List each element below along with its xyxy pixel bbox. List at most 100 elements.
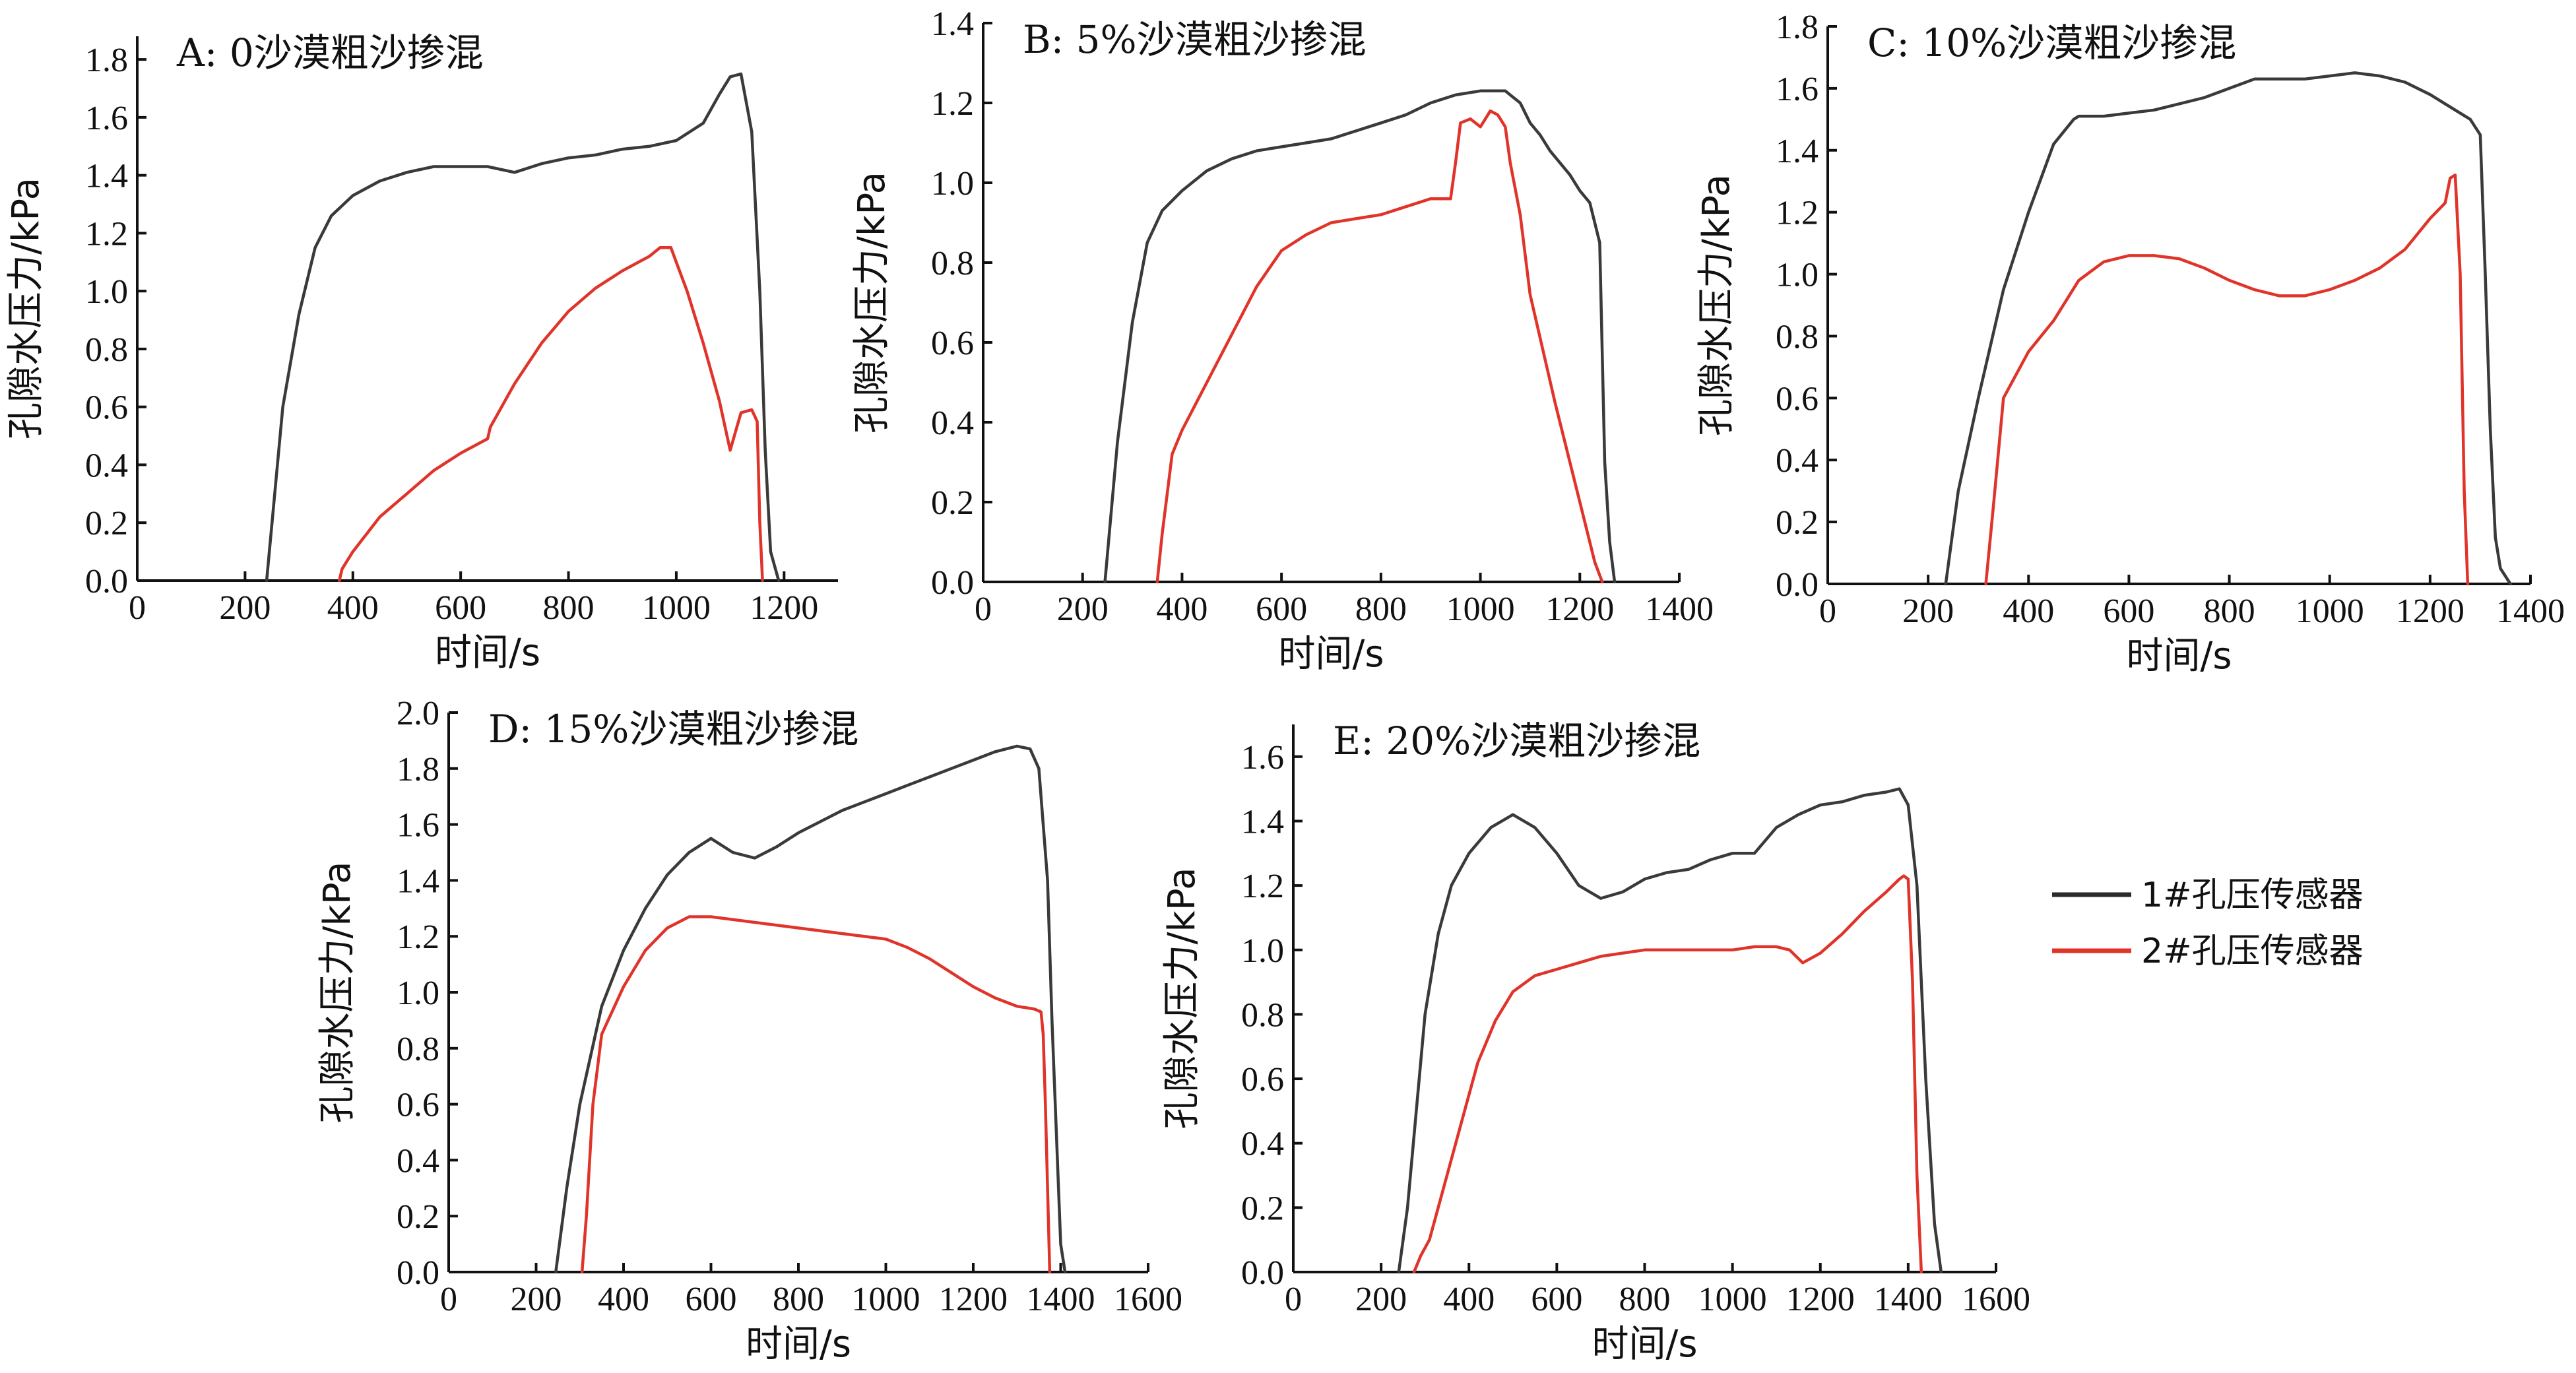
x-tick-label: 200 [511, 1281, 562, 1318]
y-tick-label: 0.0 [85, 563, 128, 600]
y-tick-label: 1.4 [85, 158, 128, 195]
x-tick-label: 1200 [750, 589, 818, 627]
panel-title: C: 10%沙漠粗沙掺混 [1867, 20, 2236, 65]
legend: 1#孔压传感器 2#孔压传感器 [2052, 876, 2364, 971]
chart-panel-4: 0.0 0.2 0.4 0.6 0.8 1.0 1.2 1.4 1.6 0 200 400 600 800… [1161, 718, 2030, 1366]
panels-layer: 0.0 0.2 0.4 0.6 0.8 1.0 1.2 1.4 1.6 1.8 0 200 400 600… [5, 5, 2565, 1366]
x-axis-title: 时间/s [2126, 635, 2232, 678]
x-tick-label: 0 [1285, 1281, 1302, 1318]
y-tick-label: 1.2 [1776, 195, 1819, 232]
x-tick-label: 0 [129, 589, 146, 627]
y-axis-title: 孔隙水压力/kPa [1161, 868, 1204, 1130]
y-tick-label: 1.2 [85, 215, 128, 253]
series-line-sensor-1 [1397, 787, 1943, 1274]
y-tick-label: 1.8 [397, 751, 439, 788]
y-tick-label: 0.8 [1776, 318, 1819, 356]
x-tick-label: 1000 [1698, 1281, 1767, 1318]
y-tick-label: 0.4 [1241, 1126, 1284, 1163]
y-tick-label: 1.6 [1776, 71, 1819, 108]
x-tick-label: 1200 [1786, 1281, 1855, 1318]
series-line-sensor-1 [1944, 71, 2512, 586]
y-tick-label: 0.6 [1776, 380, 1819, 418]
x-tick-label: 1600 [1114, 1281, 1182, 1318]
y-tick-label: 0.8 [931, 245, 974, 282]
series-line-sensor-2 [1412, 874, 1923, 1274]
y-axis-title: 孔隙水压力/kPa [5, 177, 48, 439]
y-tick-label: 0.4 [931, 404, 974, 442]
y-tick-label: 0.0 [1241, 1254, 1284, 1292]
x-tick-label: 200 [1902, 592, 1954, 630]
chart-panel-1: 0.0 0.2 0.4 0.6 0.8 1.0 1.2 1.4 0 200 400 600 800 100… [851, 5, 1714, 676]
legend-label-sensor-1: 1#孔压传感器 [2141, 876, 2364, 915]
y-tick-label: 0.2 [397, 1198, 439, 1236]
x-tick-label: 1600 [1962, 1281, 2030, 1318]
x-tick-label: 1000 [2296, 592, 2364, 630]
chart-panel-3: 0.0 0.2 0.4 0.6 0.8 1.0 1.2 1.4 1.6 1.8 2.0 0 200 400… [316, 695, 1182, 1366]
x-tick-label: 1200 [1545, 591, 1614, 628]
y-tick-label: 1.6 [397, 807, 439, 845]
y-tick-label: 1.0 [1241, 932, 1284, 970]
y-tick-label: 0.8 [85, 331, 128, 369]
x-axis-title: 时间/s [435, 631, 540, 674]
y-tick-label: 0.8 [397, 1031, 439, 1068]
y-tick-label: 0.4 [85, 447, 128, 484]
x-tick-label: 0 [1819, 592, 1836, 630]
y-tick-label: 0.8 [1241, 996, 1284, 1034]
y-tick-label: 0.2 [85, 505, 128, 542]
x-tick-label: 200 [1355, 1281, 1407, 1318]
x-tick-label: 600 [1256, 591, 1307, 628]
y-tick-label: 1.0 [1776, 257, 1819, 294]
y-tick-label: 0.6 [931, 325, 974, 362]
x-tick-label: 1000 [1446, 591, 1515, 628]
x-tick-label: 400 [1443, 1281, 1495, 1318]
y-tick-label: 2.0 [397, 695, 439, 732]
y-tick-label: 1.0 [931, 165, 974, 203]
y-tick-label: 1.2 [1241, 868, 1284, 905]
x-tick-label: 200 [1057, 591, 1109, 628]
x-axis-title: 时间/s [1278, 633, 1384, 676]
y-tick-label: 1.2 [931, 85, 974, 123]
x-tick-label: 1400 [1874, 1281, 1943, 1318]
y-tick-label: 0.6 [1241, 1061, 1284, 1099]
series-line-sensor-1 [554, 744, 1067, 1274]
chart-panel-0: 0.0 0.2 0.4 0.6 0.8 1.0 1.2 1.4 1.6 1.8 0 200 400 600… [5, 30, 838, 674]
series-line-sensor-1 [265, 72, 781, 583]
y-tick-label: 0.0 [397, 1254, 439, 1292]
x-tick-label: 400 [327, 589, 379, 627]
y-tick-label: 0.0 [931, 564, 974, 602]
y-tick-label: 1.4 [931, 5, 974, 43]
y-tick-label: 1.8 [1776, 9, 1819, 46]
x-tick-label: 800 [543, 589, 595, 627]
x-tick-label: 0 [975, 591, 992, 628]
x-tick-label: 600 [435, 589, 486, 627]
y-tick-label: 1.4 [1776, 133, 1819, 170]
x-tick-label: 1000 [642, 589, 711, 627]
y-tick-label: 0.6 [85, 389, 128, 427]
y-tick-label: 0.4 [1776, 442, 1819, 480]
x-tick-label: 600 [1531, 1281, 1582, 1318]
series-line-sensor-2 [1984, 174, 2470, 586]
x-tick-label: 1400 [1027, 1281, 1095, 1318]
x-tick-label: 1400 [2496, 592, 2565, 630]
series-line-sensor-2 [338, 246, 764, 583]
x-tick-label: 400 [2003, 592, 2054, 630]
chart-panel-2: 0.0 0.2 0.4 0.6 0.8 1.0 1.2 1.4 1.6 1.8 0 200 400 600… [1695, 9, 2565, 678]
panel-title: E: 20%沙漠粗沙掺混 [1333, 718, 1700, 763]
y-tick-label: 1.4 [1241, 803, 1284, 841]
y-tick-label: 0.4 [397, 1142, 439, 1180]
x-tick-label: 1400 [1645, 591, 1714, 628]
y-tick-label: 1.6 [1241, 739, 1284, 777]
x-axis-title: 时间/s [1592, 1323, 1697, 1366]
panel-title: B: 5%沙漠粗沙掺混 [1023, 17, 1367, 62]
panel-title: D: 15%沙漠粗沙掺混 [488, 707, 858, 751]
y-tick-label: 0.6 [397, 1087, 439, 1124]
x-tick-label: 800 [1355, 591, 1407, 628]
x-tick-label: 200 [219, 589, 271, 627]
x-axis-title: 时间/s [746, 1323, 851, 1366]
x-tick-label: 1200 [939, 1281, 1008, 1318]
panel-title: A: 0沙漠粗沙掺混 [176, 30, 484, 75]
y-axis-title: 孔隙水压力/kPa [851, 172, 893, 433]
y-tick-label: 0.2 [931, 484, 974, 522]
y-tick-label: 1.8 [85, 42, 128, 79]
